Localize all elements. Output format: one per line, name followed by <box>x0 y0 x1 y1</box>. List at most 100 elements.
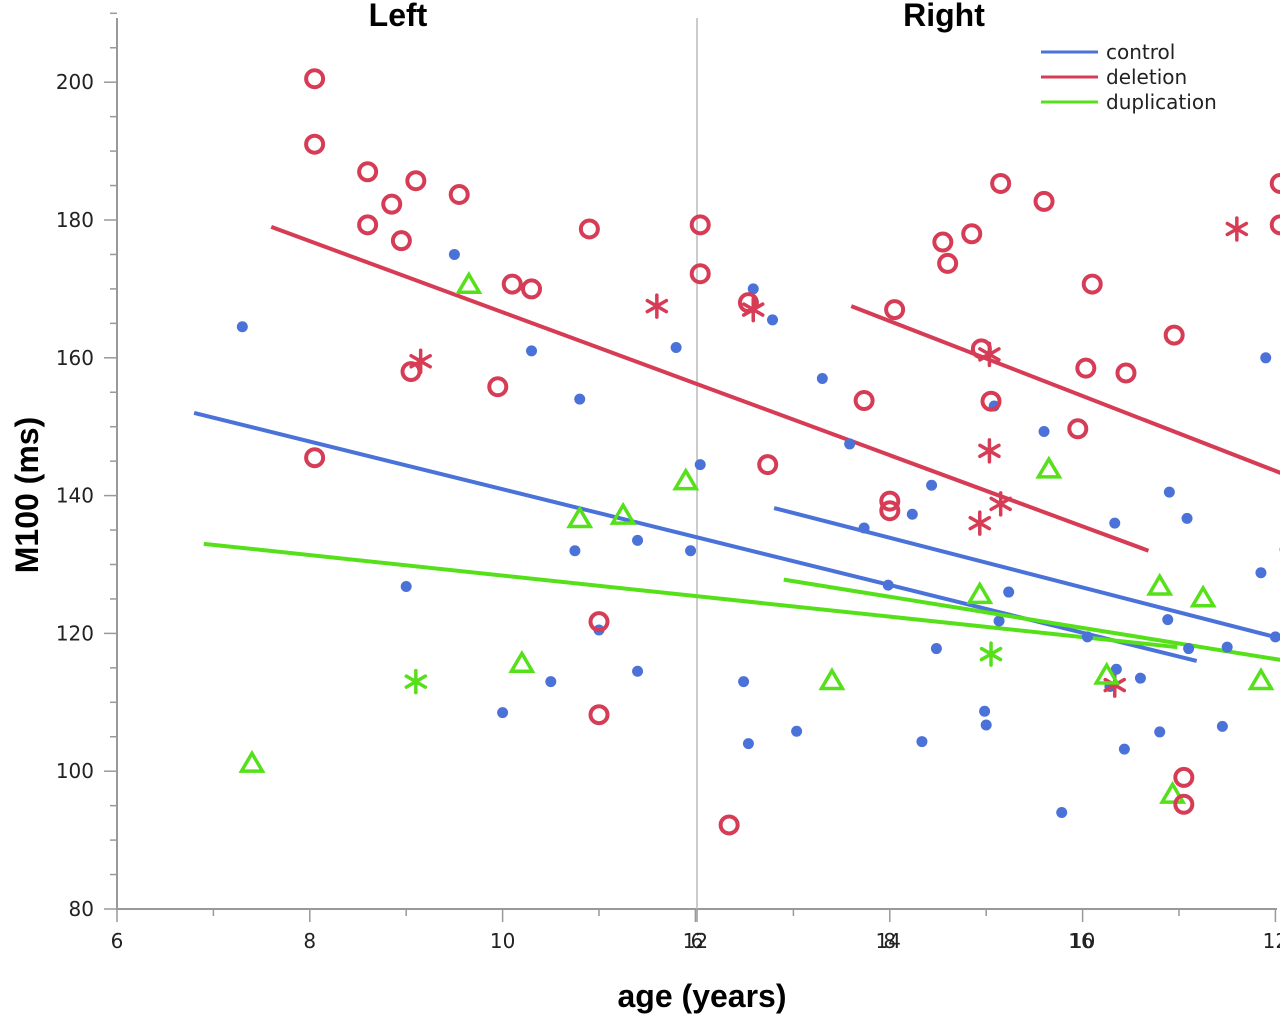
point-control-dot <box>816 372 828 384</box>
y-tick-label: 80 <box>69 897 94 921</box>
point-control-dot <box>400 581 412 593</box>
point-deletion-circle <box>689 263 711 285</box>
point-deletion-circle <box>381 193 403 215</box>
fit-line-control <box>773 506 1280 641</box>
asterisk-stroke <box>968 515 992 531</box>
point-control-dot <box>916 736 928 748</box>
y-axis-title: M100 (ms) <box>9 417 45 574</box>
point-duplication-triangle <box>508 649 536 673</box>
point-deletion-circle <box>1033 190 1055 212</box>
point-duplication-triangle <box>455 270 483 295</box>
point-deletion-circle <box>448 184 470 206</box>
point-deletion-circle <box>304 68 326 90</box>
point-duplication-triangle <box>566 505 594 529</box>
point-control-dot <box>569 545 581 557</box>
point-deletion-asterisk <box>968 510 992 536</box>
point-deletion-circle <box>853 390 875 412</box>
point-deletion-circle <box>357 214 379 236</box>
asterisk-stroke <box>1225 221 1249 237</box>
point-control-dot <box>791 725 803 737</box>
point-duplication-triangle <box>238 749 266 773</box>
x-tick-label: 10 <box>1070 929 1095 953</box>
point-control-dot <box>1221 641 1233 653</box>
point-deletion-asterisk <box>409 348 432 374</box>
point-deletion-asterisk <box>1225 216 1249 242</box>
y-tick-label: 200 <box>56 70 94 94</box>
point-control-dot <box>1216 720 1228 732</box>
point-control-dot <box>1269 631 1280 643</box>
point-deletion-circle <box>689 214 711 236</box>
point-control-dot <box>1038 426 1050 438</box>
y-tick-label: 160 <box>56 346 94 370</box>
point-control-dot <box>448 248 460 260</box>
x-tick-label: 8 <box>883 929 896 953</box>
point-duplication-triangle <box>1159 780 1187 804</box>
point-deletion-circle <box>304 447 326 469</box>
asterisk-stroke <box>404 674 428 689</box>
point-deletion-circle <box>588 704 610 726</box>
point-duplication-triangle <box>609 501 637 525</box>
point-control-dot <box>1134 672 1146 684</box>
chart-marks: 8010012014016018020068101214166810121416 <box>56 12 1280 953</box>
point-control-dot <box>1118 743 1130 755</box>
point-control-dot <box>1255 567 1267 579</box>
x-tick-label: 6 <box>111 929 124 953</box>
point-deletion-circle <box>501 273 523 295</box>
panel-title-right: Right <box>903 0 985 33</box>
point-duplication-triangle <box>818 667 846 691</box>
point-duplication-triangle <box>1093 661 1121 685</box>
point-control-dot <box>685 545 697 557</box>
point-deletion-circle <box>1269 172 1280 194</box>
point-control-dot <box>574 393 586 405</box>
point-deletion-circle <box>1067 418 1089 440</box>
point-deletion-circle <box>521 278 543 300</box>
point-deletion-asterisk <box>645 293 669 319</box>
y-tick-label: 120 <box>56 621 94 645</box>
point-control-dot <box>526 345 538 357</box>
point-control-dot <box>1260 352 1272 364</box>
point-control-dot <box>882 579 894 591</box>
legend-label-duplication: duplication <box>1106 90 1217 114</box>
point-deletion-circle <box>1173 793 1195 815</box>
asterisk-stroke <box>979 646 1003 662</box>
point-control-dot <box>738 676 750 688</box>
point-control-dot <box>545 676 557 688</box>
point-deletion-circle <box>879 490 901 512</box>
point-control-dot <box>1162 614 1174 626</box>
point-control-dot <box>632 665 644 677</box>
asterisk-stroke <box>741 302 765 317</box>
point-deletion-circle <box>970 338 992 360</box>
point-deletion-circle <box>1081 273 1103 295</box>
y-tick-label: 140 <box>56 484 94 508</box>
point-control-dot <box>742 738 754 750</box>
panel-title-left: Left <box>369 0 428 33</box>
point-control-dot <box>844 438 856 450</box>
point-control-dot <box>1183 643 1195 655</box>
x-tick-label: 16 <box>1068 929 1093 953</box>
point-control-dot <box>1154 726 1166 738</box>
point-control-dot <box>906 508 918 520</box>
x-tick-label: 12 <box>1263 929 1280 953</box>
point-control-dot <box>1110 663 1122 675</box>
point-deletion-circle <box>980 390 1002 412</box>
point-duplication-triangle <box>1189 584 1217 608</box>
point-control-dot <box>497 707 509 719</box>
x-axis-title: age (years) <box>618 978 787 1014</box>
point-control-dot <box>930 643 942 655</box>
point-control-dot <box>993 615 1005 627</box>
point-duplication-triangle <box>1247 667 1275 691</box>
point-deletion-circle <box>357 161 379 183</box>
legend-label-control: control <box>1106 40 1175 64</box>
point-duplication-asterisk <box>979 641 1003 667</box>
point-deletion-asterisk <box>741 296 765 323</box>
x-tick-label: 14 <box>875 929 900 953</box>
fit-line-duplication <box>783 577 1280 662</box>
point-deletion-asterisk <box>989 491 1012 517</box>
point-control-dot <box>1181 512 1193 524</box>
asterisk-stroke <box>989 496 1012 512</box>
point-deletion-circle <box>884 299 906 321</box>
point-deletion-circle <box>588 611 610 633</box>
point-deletion-circle <box>1163 324 1185 346</box>
